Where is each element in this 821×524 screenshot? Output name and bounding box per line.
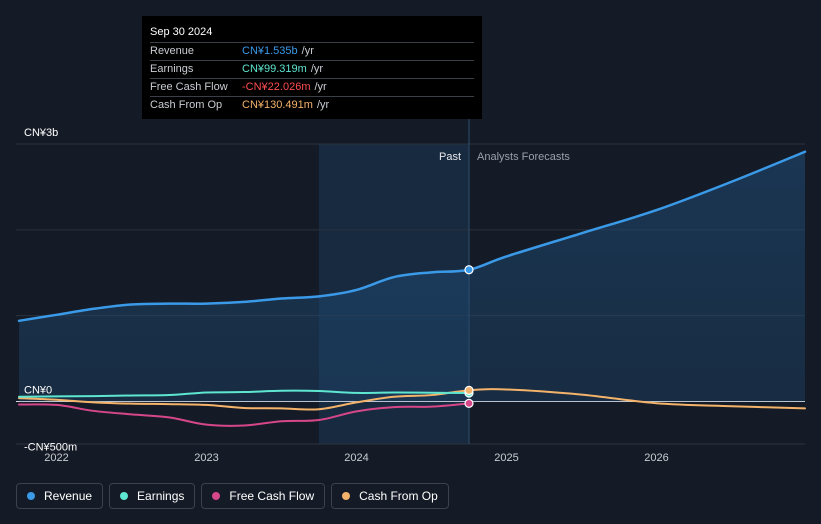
x-tick-label: 2023 (194, 452, 218, 464)
series-lines (17, 150, 807, 427)
legend-dot-icon (342, 492, 351, 500)
tooltip-value: -CN¥22.026m (242, 81, 311, 93)
tooltip-row-free-cash-flow: Free Cash Flow -CN¥22.026m /yr (150, 78, 474, 96)
y-tick-label: CN¥3b (24, 127, 58, 139)
marker-revenue (464, 265, 474, 275)
legend-label: Revenue (44, 489, 93, 503)
forecast-label: Analysts Forecasts (477, 151, 570, 163)
x-tick-label: 2022 (44, 452, 68, 464)
series-line-cash-from-op (18, 388, 806, 411)
past-label: Past (439, 151, 461, 163)
x-tick-label: 2026 (644, 452, 668, 464)
y-tick-label: CN¥0 (24, 385, 52, 397)
tooltip-row-cash-from-op: Cash From Op CN¥130.491m /yr (150, 96, 474, 114)
tooltip-label: Earnings (150, 63, 194, 75)
legend-dot-icon (212, 492, 221, 500)
series-line-free-cash-flow (18, 402, 470, 427)
tooltip-value: CN¥130.491m (242, 99, 313, 111)
tooltip-label: Cash From Op (150, 99, 223, 111)
series-line-revenue (17, 150, 807, 323)
tooltip-date: Sep 30 2024 (150, 26, 213, 38)
tooltip-row-revenue: Revenue CN¥1.535b /yr (150, 42, 474, 60)
legend-dot-icon (120, 492, 129, 500)
legend-label: Earnings (137, 489, 185, 503)
legend-label: Free Cash Flow (229, 489, 315, 503)
tooltip-unit: /yr (310, 63, 324, 75)
tooltip-label: Free Cash Flow (150, 81, 228, 93)
legend-item-cash-from-op[interactable]: Cash From Op (331, 483, 449, 509)
y-tick-label: -CN¥500m (24, 441, 77, 453)
legend-item-revenue[interactable]: Revenue (16, 483, 104, 509)
x-tick-label: 2024 (344, 452, 368, 464)
marker-free-cash-flow (464, 398, 474, 408)
legend-dot-icon (27, 492, 35, 500)
tooltip-value: CN¥99.319m (242, 63, 307, 75)
tooltip-markers (464, 265, 474, 408)
legend: Revenue Earnings Free Cash Flow Cash Fro… (16, 483, 449, 509)
tooltip-unit: /yr (314, 81, 327, 93)
tooltip-row-earnings: Earnings CN¥99.319m /yr (150, 60, 474, 78)
tooltip-label: Revenue (150, 45, 195, 57)
tooltip-value: CN¥1.535b (242, 45, 298, 57)
marker-cash-from-op (464, 385, 474, 395)
series-line-earnings (18, 389, 470, 398)
revenue-area (19, 151, 805, 402)
tooltip: Sep 30 2024 Revenue CN¥1.535b /yr Earnin… (142, 16, 482, 119)
legend-item-free-cash-flow[interactable]: Free Cash Flow (201, 483, 326, 509)
legend-item-earnings[interactable]: Earnings (109, 483, 196, 509)
y-axis-labels: CN¥3b CN¥0 -CN¥500m (24, 127, 77, 453)
legend-label: Cash From Op (359, 489, 438, 503)
x-tick-label: 2025 (494, 452, 518, 464)
tooltip-unit: /yr (301, 45, 314, 57)
tooltip-unit: /yr (316, 99, 330, 111)
x-axis-labels: 2022 2023 2024 2025 2026 (44, 452, 668, 464)
